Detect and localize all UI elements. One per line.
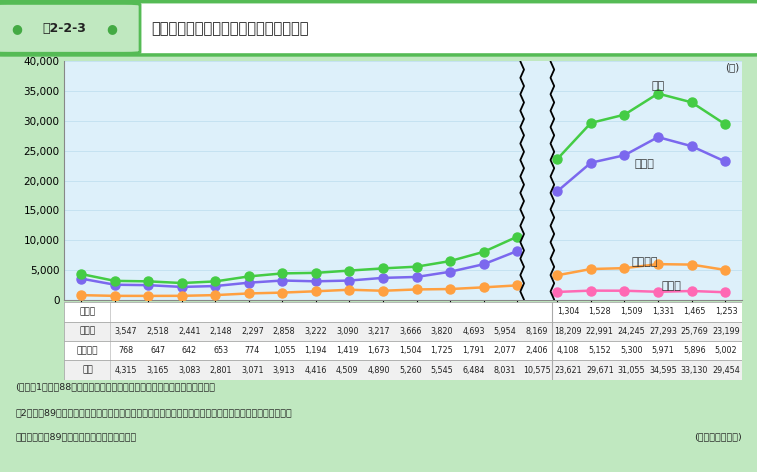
Text: 4,509: 4,509 bbox=[336, 366, 359, 375]
Text: 2,518: 2,518 bbox=[146, 327, 169, 336]
Text: 4,315: 4,315 bbox=[115, 366, 138, 375]
Text: 34,595: 34,595 bbox=[649, 366, 677, 375]
Text: 3,913: 3,913 bbox=[273, 366, 295, 375]
FancyBboxPatch shape bbox=[0, 3, 140, 53]
Text: 2,858: 2,858 bbox=[273, 327, 295, 336]
Text: 5,002: 5,002 bbox=[715, 346, 737, 355]
Text: 2,406: 2,406 bbox=[525, 346, 548, 355]
Text: 1,791: 1,791 bbox=[463, 346, 484, 355]
Text: ●: ● bbox=[107, 22, 117, 35]
Text: 5,260: 5,260 bbox=[399, 366, 422, 375]
Text: 5,954: 5,954 bbox=[494, 327, 516, 336]
Text: 6,484: 6,484 bbox=[463, 366, 484, 375]
Text: 1,673: 1,673 bbox=[368, 346, 390, 355]
Text: 合計: 合計 bbox=[651, 81, 665, 92]
Text: 1,465: 1,465 bbox=[684, 307, 706, 316]
Text: 774: 774 bbox=[245, 346, 260, 355]
Bar bbox=[64, 361, 742, 380]
Text: 653: 653 bbox=[213, 346, 229, 355]
Text: 4,416: 4,416 bbox=[304, 366, 327, 375]
Text: 1,509: 1,509 bbox=[620, 307, 643, 316]
Text: 29,454: 29,454 bbox=[712, 366, 740, 375]
Text: 25,769: 25,769 bbox=[681, 327, 709, 336]
Text: 31,055: 31,055 bbox=[618, 366, 645, 375]
Text: 1,055: 1,055 bbox=[273, 346, 295, 355]
Text: 1,528: 1,528 bbox=[588, 307, 611, 316]
Text: 22,991: 22,991 bbox=[586, 327, 614, 336]
Text: 8,169: 8,169 bbox=[525, 327, 548, 336]
Text: 合計: 合計 bbox=[82, 366, 93, 375]
Text: 1,253: 1,253 bbox=[715, 307, 737, 316]
Text: 647: 647 bbox=[150, 346, 165, 355]
Text: 24,245: 24,245 bbox=[618, 327, 645, 336]
Text: 1,331: 1,331 bbox=[652, 307, 674, 316]
Text: 3,222: 3,222 bbox=[304, 327, 327, 336]
Text: 小学校: 小学校 bbox=[79, 307, 95, 316]
Text: 3,083: 3,083 bbox=[178, 366, 201, 375]
Text: 高等学校: 高等学校 bbox=[631, 257, 658, 267]
Text: ●: ● bbox=[11, 22, 22, 35]
Text: 3,071: 3,071 bbox=[241, 366, 263, 375]
Text: 高等学校: 高等学校 bbox=[76, 346, 98, 355]
Text: 図2-2-3: 図2-2-3 bbox=[42, 22, 86, 35]
Text: 642: 642 bbox=[182, 346, 197, 355]
Text: 1,304: 1,304 bbox=[557, 307, 579, 316]
Text: 中学校: 中学校 bbox=[634, 159, 654, 169]
Text: (文部科学省調べ): (文部科学省調べ) bbox=[694, 432, 742, 441]
Text: 4,890: 4,890 bbox=[368, 366, 390, 375]
Text: 5,896: 5,896 bbox=[683, 346, 706, 355]
Text: (件): (件) bbox=[725, 62, 740, 72]
Text: 5,300: 5,300 bbox=[620, 346, 643, 355]
Bar bbox=[522, 52, 553, 303]
Bar bbox=[64, 341, 742, 361]
Text: 3,547: 3,547 bbox=[115, 327, 138, 336]
Text: 5,971: 5,971 bbox=[652, 346, 674, 355]
Text: 23,199: 23,199 bbox=[712, 327, 740, 336]
Text: 768: 768 bbox=[119, 346, 134, 355]
Text: 1,194: 1,194 bbox=[304, 346, 327, 355]
Text: 1,419: 1,419 bbox=[336, 346, 359, 355]
Bar bbox=[64, 302, 742, 321]
Bar bbox=[64, 321, 742, 341]
Text: 5,545: 5,545 bbox=[431, 366, 453, 375]
Text: (注）　1　平成88年度までは「校内暴力」の状況についての調査である。: (注） 1 平成88年度までは「校内暴力」の状況についての調査である。 bbox=[15, 382, 215, 391]
Text: 2　平成89年度からは調査方法を改めたため，それ以前との単純な比較はできない。なお，小学校につ: 2 平成89年度からは調査方法を改めたため，それ以前との単純な比較はできない。な… bbox=[15, 408, 292, 417]
Text: 1,504: 1,504 bbox=[399, 346, 422, 355]
Text: 中学校: 中学校 bbox=[79, 327, 95, 336]
Text: 小学校: 小学校 bbox=[662, 281, 681, 291]
Text: 33,130: 33,130 bbox=[681, 366, 709, 375]
Text: 8,031: 8,031 bbox=[494, 366, 516, 375]
Text: 3,090: 3,090 bbox=[336, 327, 359, 336]
Text: 3,666: 3,666 bbox=[399, 327, 422, 336]
Text: 学校内における暴力行為発生件数の推移: 学校内における暴力行為発生件数の推移 bbox=[151, 21, 309, 36]
Text: 10,575: 10,575 bbox=[523, 366, 550, 375]
Text: 2,148: 2,148 bbox=[210, 327, 232, 336]
Text: 2,297: 2,297 bbox=[241, 327, 264, 336]
Text: 3,217: 3,217 bbox=[367, 327, 390, 336]
Text: いては，平成89年度から調査を行っている。: いては，平成89年度から調査を行っている。 bbox=[15, 432, 136, 441]
Text: 2,441: 2,441 bbox=[178, 327, 201, 336]
Text: 27,293: 27,293 bbox=[649, 327, 677, 336]
Text: 4,108: 4,108 bbox=[557, 346, 579, 355]
Text: 3,165: 3,165 bbox=[147, 366, 169, 375]
FancyBboxPatch shape bbox=[0, 2, 757, 55]
Text: 23,621: 23,621 bbox=[554, 366, 582, 375]
Text: 4,693: 4,693 bbox=[463, 327, 484, 336]
Text: 1,725: 1,725 bbox=[431, 346, 453, 355]
Text: 29,671: 29,671 bbox=[586, 366, 614, 375]
Text: 2,801: 2,801 bbox=[210, 366, 232, 375]
Text: 3,820: 3,820 bbox=[431, 327, 453, 336]
Text: 5,152: 5,152 bbox=[588, 346, 611, 355]
Text: 2,077: 2,077 bbox=[494, 346, 516, 355]
Text: 18,209: 18,209 bbox=[554, 327, 582, 336]
